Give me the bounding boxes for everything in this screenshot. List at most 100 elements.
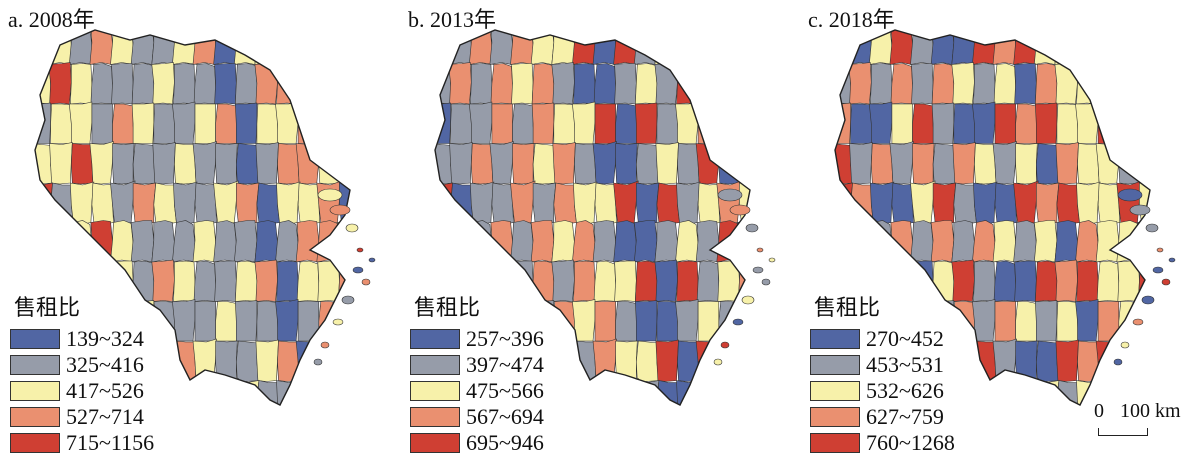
county-region — [1139, 340, 1150, 382]
county-region — [654, 30, 678, 65]
county-region — [594, 301, 616, 342]
county-region — [994, 380, 1018, 405]
county-region — [910, 30, 935, 65]
legend-swatch-class-1 — [10, 329, 60, 349]
county-region — [716, 30, 741, 65]
county-region — [110, 30, 135, 65]
island-region — [761, 278, 771, 286]
legend-label: 475~566 — [466, 378, 544, 403]
county-region — [449, 142, 473, 185]
county-region — [153, 103, 176, 144]
county-region — [848, 62, 872, 105]
county-region — [194, 103, 216, 144]
county-region — [234, 63, 259, 105]
county-region — [69, 63, 93, 105]
legend-label: 270~452 — [866, 326, 944, 351]
county-region — [1054, 259, 1078, 302]
legend-label: 567~694 — [466, 404, 544, 429]
county-region — [656, 380, 680, 405]
legend-swatch-class-3 — [10, 381, 60, 401]
county-region — [110, 220, 135, 263]
county-region — [235, 143, 260, 185]
county-region — [551, 62, 575, 105]
county-region — [553, 380, 577, 405]
legend-label: 715~1156 — [66, 430, 155, 455]
county-region — [510, 30, 535, 65]
county-region — [951, 62, 975, 105]
county-region — [696, 260, 722, 302]
county-region — [1055, 142, 1079, 185]
county-region — [489, 141, 514, 185]
county-region — [553, 103, 576, 144]
county-region — [695, 141, 721, 185]
county-region — [930, 220, 955, 263]
map-panel-2008: a. 2008年 售租比 139~324 325~416 417~526 527… — [0, 0, 400, 455]
county-region — [718, 143, 741, 185]
county-region — [994, 103, 1016, 144]
county-region — [173, 379, 198, 405]
county-region — [296, 63, 322, 105]
county-region — [1095, 220, 1120, 263]
panel-title: c. 2018年 — [808, 7, 895, 32]
county-region — [1097, 103, 1120, 144]
county-region — [151, 259, 175, 302]
island-region — [1117, 188, 1143, 202]
island-region — [745, 223, 759, 233]
county-region — [254, 30, 278, 65]
county-region — [1015, 103, 1039, 144]
county-region — [656, 301, 679, 342]
county-region — [1033, 220, 1058, 263]
county-region — [573, 63, 596, 105]
county-region — [448, 220, 472, 263]
region-outline — [434, 29, 751, 406]
county-region — [695, 30, 720, 65]
island-region — [361, 278, 371, 286]
county-region — [1014, 63, 1037, 105]
island-region — [1156, 247, 1164, 253]
county-region — [1077, 143, 1100, 185]
county-region — [951, 30, 975, 65]
legend-item: 695~946 — [410, 430, 544, 456]
county-region — [656, 103, 679, 144]
county-region — [490, 63, 515, 105]
county-region — [573, 181, 598, 225]
island-region — [720, 341, 730, 349]
county-region — [254, 62, 278, 105]
county-region — [1075, 299, 1099, 342]
island-region — [752, 266, 764, 274]
legend-item: 532~626 — [810, 378, 955, 404]
county-region — [530, 30, 555, 65]
county-region — [953, 103, 976, 144]
county-region — [613, 378, 639, 405]
county-region — [1054, 220, 1078, 263]
legend-swatch-class-4 — [810, 407, 860, 427]
county-region — [614, 260, 637, 302]
legend-swatch-class-2 — [810, 355, 860, 375]
county-region — [677, 143, 700, 185]
island-region — [1152, 266, 1164, 274]
legend-swatch-class-2 — [10, 355, 60, 375]
island-region — [317, 188, 343, 202]
county-region — [194, 380, 218, 405]
county-region — [1034, 260, 1059, 302]
county-region — [1095, 30, 1120, 65]
legend-swatch-class-1 — [810, 329, 860, 349]
county-region — [951, 259, 975, 302]
county-region — [153, 380, 177, 405]
legend-label: 139~324 — [66, 326, 144, 351]
county-region — [131, 63, 156, 105]
county-region — [613, 180, 639, 225]
county-region — [1055, 339, 1079, 382]
county-region — [48, 220, 72, 263]
county-region — [1076, 181, 1101, 225]
county-region — [551, 220, 575, 263]
county-region — [70, 143, 94, 185]
county-region — [132, 143, 157, 185]
legend-item: 567~694 — [410, 404, 544, 430]
island-region — [352, 266, 364, 274]
county-region — [276, 181, 301, 225]
county-region — [532, 143, 557, 185]
county-region — [297, 103, 320, 144]
county-region — [193, 63, 218, 105]
county-region — [615, 301, 639, 342]
